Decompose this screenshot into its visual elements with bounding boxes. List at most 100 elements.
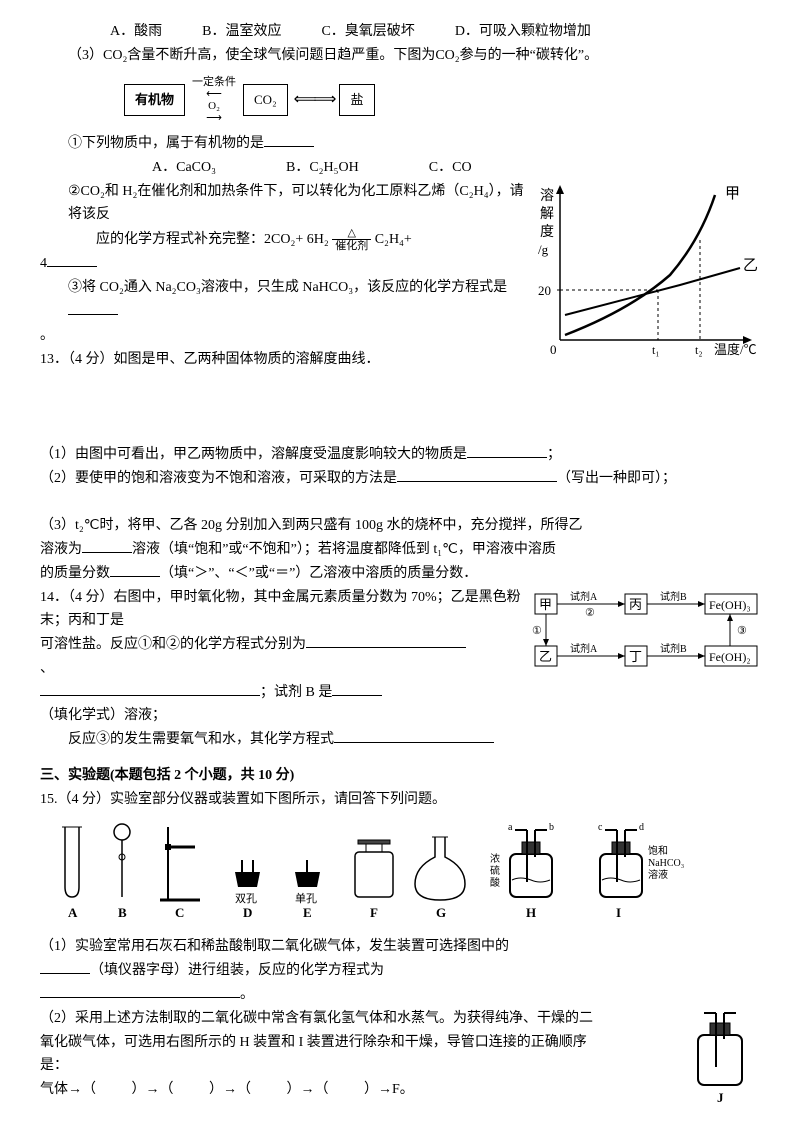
- q15-p2-l2: 氧化碳气体，可选用右图所示的 H 装置和 I 装置进行除杂和干燥，导管口连接的正…: [40, 1031, 760, 1055]
- blank: [467, 443, 547, 458]
- q12-sub2-rhs: C₂H₄+: [375, 232, 412, 247]
- blank: [47, 252, 97, 267]
- q15-seq: 气体→（ ）→（ ）→（ ）→（ ）→F。: [40, 1078, 760, 1102]
- svg-text:试剂A: 试剂A: [570, 590, 598, 603]
- svg-text:溶液: 溶液: [648, 868, 668, 881]
- q12-sub2-text: 应的化学方程式补充完整：2CO₂+ 6H₂: [96, 232, 329, 247]
- opt-a: A．CaCO₃: [152, 156, 216, 180]
- flow-arrow-1: 一定条件 ⟵ O₂ ⟶: [185, 76, 243, 124]
- svg-text:H: H: [526, 905, 536, 920]
- apparatus-j: J: [680, 1007, 760, 1116]
- svg-text:Fe(OH)₂: Fe(OH)₂: [709, 650, 751, 664]
- opt-c: C．CO: [429, 156, 472, 180]
- svg-text:度: 度: [540, 224, 554, 240]
- q13-p1: （1）由图中可看出，甲乙两物质中，溶解度受温度影响较大的物质是；: [40, 443, 760, 467]
- svg-text:B: B: [118, 905, 127, 920]
- svg-text:试剂B: 试剂B: [660, 642, 687, 655]
- blank: [40, 681, 260, 696]
- svg-text:浓: 浓: [490, 853, 500, 865]
- q14-tail: 反应③的发生需要氧气和水，其化学方程式: [40, 728, 760, 752]
- svg-text:①: ①: [532, 625, 542, 637]
- blank: [40, 959, 90, 974]
- blank: [40, 983, 240, 998]
- svg-text:I: I: [616, 905, 621, 920]
- flow-box-organic: 有机物: [124, 84, 185, 116]
- q15-p1-l2: （填仪器字母）进行组装，反应的化学方程式为: [40, 959, 760, 983]
- blank: [68, 300, 118, 315]
- svg-text:③: ③: [737, 625, 747, 637]
- q15-p1-l1: （1）实验室常用石灰石和稀盐酸制取二氧化碳气体，发生装置可选择图中的: [40, 935, 760, 959]
- svg-text:/g: /g: [538, 242, 549, 257]
- q15-p2-l1: （2）采用上述方法制取的二氧化碳中常含有氯化氢气体和水蒸气。为获得纯净、干燥的二: [40, 1007, 760, 1031]
- opt-a: A．酸雨: [110, 20, 162, 44]
- q12-p3-intro: （3）CO₂含量不断升高，使全球气候问题日趋严重。下图为CO₂参与的一种“碳转化…: [40, 44, 760, 68]
- svg-text:t₂: t₂: [695, 343, 703, 357]
- cond-bot: 催化剂: [332, 239, 371, 252]
- svg-text:甲: 甲: [539, 597, 552, 612]
- blank: [332, 681, 382, 696]
- ylabel: 溶: [540, 188, 554, 204]
- q13-p3-l1: （3）t₂℃时，将甲、乙各 20g 分别加入到两只盛有 100g 水的烧杯中，充…: [40, 514, 760, 538]
- svg-text:饱和: 饱和: [648, 845, 668, 857]
- flow-cond-top: 一定条件: [192, 76, 236, 88]
- svg-text:0: 0: [550, 342, 557, 357]
- svg-text:试剂B: 试剂B: [660, 590, 687, 603]
- q12-sub1: ①下列物质中，属于有机物的是: [40, 132, 760, 156]
- svg-text:丁: 丁: [629, 649, 642, 664]
- svg-text:试剂A: 试剂A: [570, 642, 598, 655]
- svg-text:d: d: [639, 822, 644, 833]
- q15-head: 15.（4 分）实验室部分仪器或装置如下图所示，请回答下列问题。: [40, 788, 760, 812]
- blank: [306, 633, 466, 648]
- q14-diagram: 甲 丙 乙 丁 试剂A ② 试剂B Fe(OH)₃ 试剂A 试剂B Fe(OH)₂…: [530, 586, 760, 685]
- svg-text:G: G: [436, 905, 446, 920]
- svg-text:丙: 丙: [629, 597, 642, 612]
- q15-p2-l3: 是：: [40, 1054, 760, 1078]
- flow-arrow-2: ⟸⟹: [288, 86, 340, 113]
- q12-sub1-text: ①下列物质中，属于有机物的是: [68, 136, 264, 151]
- svg-text:解: 解: [540, 206, 554, 222]
- svg-text:C: C: [175, 905, 184, 920]
- blank: [82, 538, 132, 553]
- q13-p2: （2）要使甲的饱和溶液变为不饱和溶液，可采取的方法是（写出一种即可）；: [40, 467, 760, 491]
- flow-box-salt: 盐: [339, 84, 374, 116]
- blank: [397, 467, 557, 482]
- svg-text:双孔: 双孔: [235, 892, 257, 905]
- blank: [110, 562, 160, 577]
- svg-text:A: A: [68, 905, 78, 920]
- q14-mid2: （填化学式）溶液；: [40, 704, 760, 728]
- svg-text:②: ②: [585, 607, 595, 619]
- carbon-flow-diagram: 有机物 一定条件 ⟵ O₂ ⟶ CO₂ ⟸⟹ 盐: [40, 76, 760, 124]
- lab-apparatus-row: A B C 双孔 D 单孔 E F G: [40, 812, 760, 936]
- svg-text:20: 20: [538, 283, 551, 298]
- opt-b: B．C₂H₅OH: [286, 156, 359, 180]
- svg-text:D: D: [243, 905, 252, 920]
- opt-b: B．温室效应: [202, 20, 281, 44]
- svg-text:甲: 甲: [725, 186, 740, 202]
- q12-option-row: A．酸雨 B．温室效应 C．臭氧层破坏 D．可吸入颗粒物增加: [40, 20, 760, 44]
- svg-text:单孔: 单孔: [295, 892, 317, 905]
- opt-c: C．臭氧层破坏: [321, 20, 414, 44]
- svg-text:Fe(OH)₃: Fe(OH)₃: [709, 598, 751, 612]
- opt-d: D．可吸入颗粒物增加: [455, 20, 591, 44]
- svg-text:c: c: [598, 822, 603, 833]
- svg-text:酸: 酸: [490, 876, 500, 889]
- svg-text:E: E: [303, 905, 312, 920]
- svg-text:NaHCO₃: NaHCO₃: [648, 858, 684, 869]
- q15-p1-blank: 。: [40, 983, 760, 1007]
- q12-sub1-opts: A．CaCO₃ B．C₂H₅OH C．CO: [40, 156, 760, 180]
- flow-box-co2: CO₂: [243, 84, 288, 116]
- section-3-title: 三、实验题(本题包括 2 个小题，共 10 分): [40, 764, 760, 788]
- q13-p3-l2: 溶液为溶液（填“饱和”或“不饱和”）；若将温度都降低到 t₁℃，甲溶液中溶质: [40, 538, 760, 562]
- svg-text:F: F: [370, 905, 378, 920]
- svg-text:b: b: [549, 822, 554, 833]
- svg-text:乙: 乙: [743, 258, 758, 274]
- blank: [264, 132, 314, 147]
- svg-text:t₁: t₁: [652, 343, 660, 357]
- svg-text:a: a: [508, 822, 513, 833]
- cond-top: △: [347, 227, 355, 239]
- svg-text:J: J: [717, 1090, 724, 1105]
- svg-text:乙: 乙: [539, 649, 552, 664]
- q13-p3-l3: 的质量分数（填“＞”、“＜”或“＝”）乙溶液中溶质的质量分数．: [40, 562, 760, 586]
- svg-text:硫: 硫: [490, 864, 500, 877]
- flow-cond-mid: O₂: [208, 100, 220, 112]
